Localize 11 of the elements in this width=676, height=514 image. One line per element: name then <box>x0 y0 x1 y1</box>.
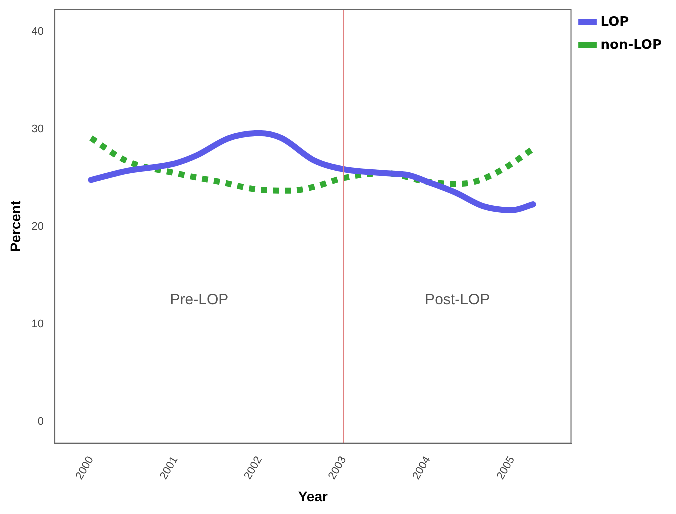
legend-label: non-LOP <box>600 38 662 53</box>
y-tick-label: 10 <box>32 318 44 331</box>
y-tick-label: 30 <box>32 124 44 136</box>
y-tick-label: 40 <box>32 26 44 38</box>
annotation: Pre-LOP <box>170 291 229 308</box>
y-tick-label: 0 <box>38 416 44 428</box>
y-axis-title: Percent <box>7 200 24 252</box>
annotation: Post-LOP <box>425 291 490 308</box>
legend-label: LOP <box>600 14 630 30</box>
x-axis-title: Year <box>298 488 328 504</box>
y-tick-label: 20 <box>32 221 44 234</box>
